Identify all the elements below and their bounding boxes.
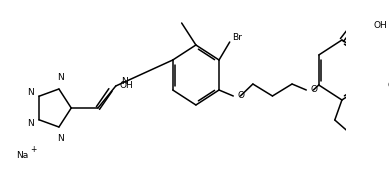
Text: N: N xyxy=(27,88,34,97)
Text: N: N xyxy=(58,134,64,143)
Text: N: N xyxy=(121,77,128,87)
Text: O: O xyxy=(387,81,389,89)
Text: OH: OH xyxy=(374,22,388,31)
Text: OH: OH xyxy=(119,81,133,90)
Text: O: O xyxy=(311,85,318,94)
Text: Br: Br xyxy=(232,33,242,41)
Text: N: N xyxy=(27,119,34,128)
Text: Na: Na xyxy=(16,150,28,159)
Text: N: N xyxy=(58,73,64,82)
Text: O: O xyxy=(238,92,245,100)
Text: +: + xyxy=(30,146,37,155)
